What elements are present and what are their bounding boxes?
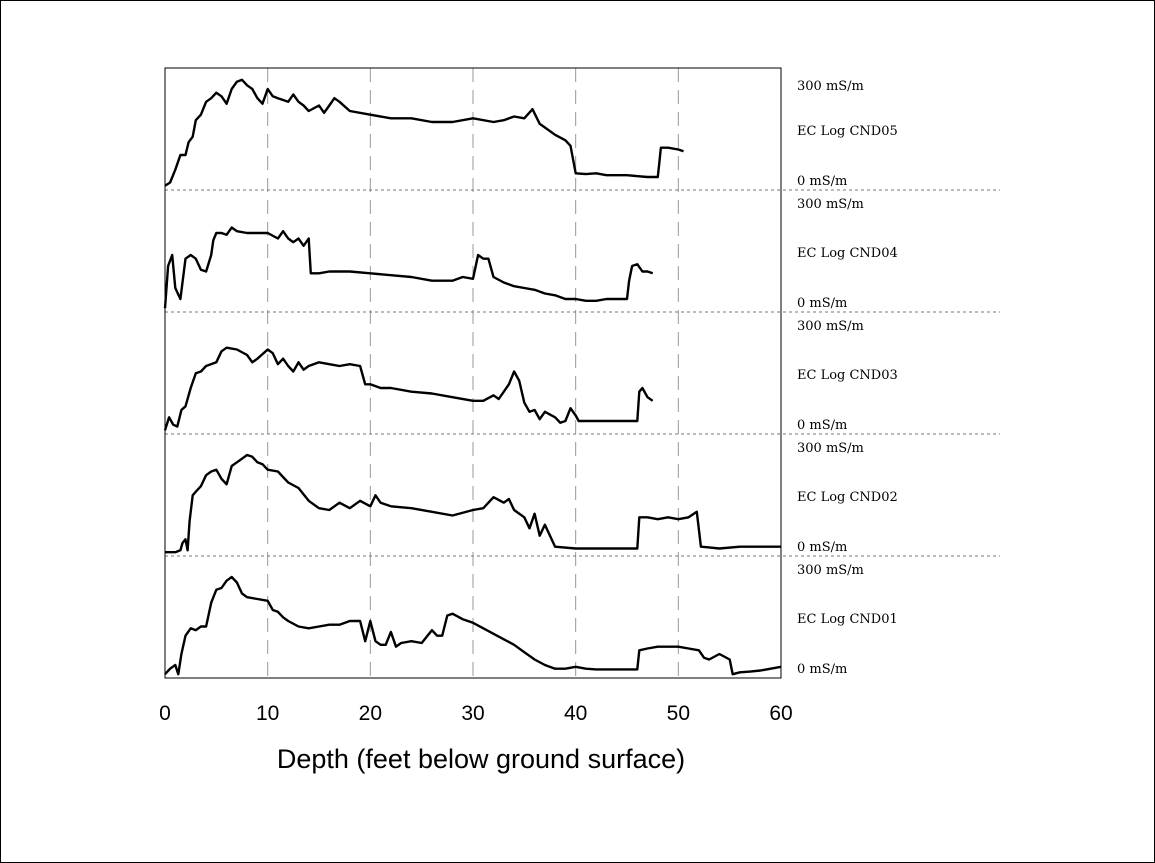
labels: 0 10 20 30 40 50 60 Depth (feet below ground su… [159, 79, 898, 774]
trace-cnd02 [165, 453, 781, 554]
x-tick-label: 40 [564, 702, 587, 725]
panel-top-label: 300 mS/m [797, 79, 864, 94]
panel-bottom-label: 0 mS/m [797, 662, 847, 677]
panel-bottom-label: 0 mS/m [797, 296, 847, 311]
panel-bottom-label: 0 mS/m [797, 540, 847, 555]
panel-top-label: 300 mS/m [797, 197, 864, 212]
x-tick-label: 50 [667, 702, 690, 725]
trace-cnd01 [164, 575, 782, 676]
series-label: EC Log CND03 [797, 368, 898, 383]
panel-bottom-label: 0 mS/m [797, 418, 847, 433]
trace-cnd05 [164, 78, 684, 187]
x-tick-label: 20 [359, 702, 382, 725]
series-label: EC Log CND04 [797, 246, 898, 261]
series-label: EC Log CND01 [797, 612, 898, 627]
x-tick-label: 10 [256, 702, 279, 725]
series-label: EC Log CND02 [797, 490, 898, 505]
panel-bottom-label: 0 mS/m [797, 174, 847, 189]
series-label: EC Log CND05 [797, 124, 898, 139]
x-tick-label: 0 [159, 702, 171, 725]
x-tick-label: 30 [461, 702, 484, 725]
traces [163, 78, 782, 676]
x-tick-label: 60 [769, 702, 792, 725]
panel-top-label: 300 mS/m [797, 441, 864, 456]
panel-top-label: 300 mS/m [797, 563, 864, 578]
panel-top-label: 300 mS/m [797, 319, 864, 334]
trace-cnd04 [163, 226, 654, 309]
trace-cnd03 [163, 346, 654, 431]
x-axis-title: Depth (feet below ground surface) [277, 744, 685, 774]
plot-border [164, 67, 782, 679]
